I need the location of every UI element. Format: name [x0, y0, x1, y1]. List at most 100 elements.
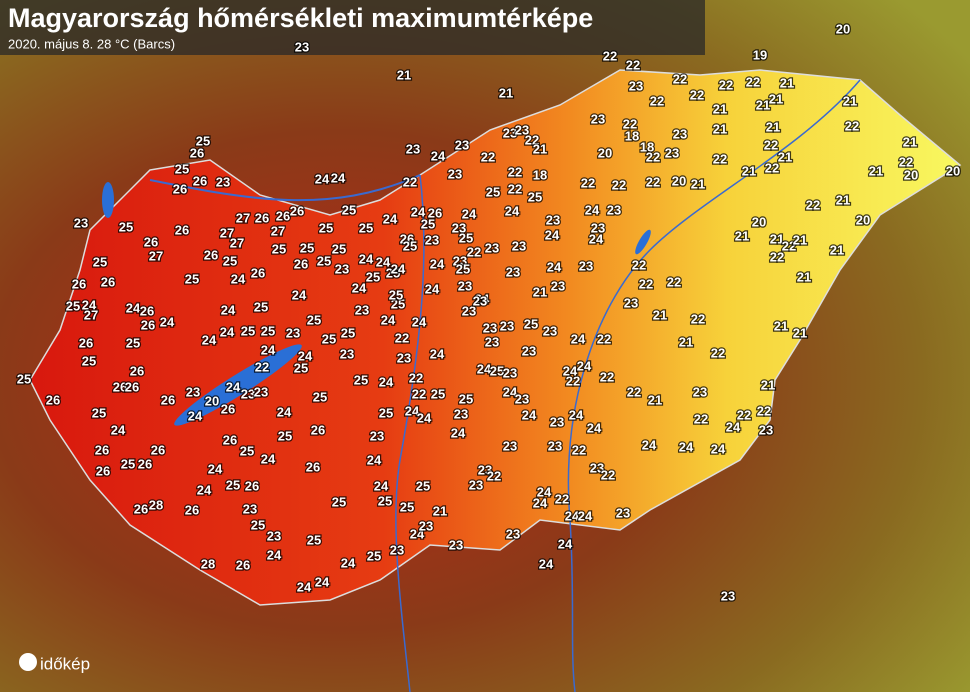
temperature-label: 26 [311, 422, 325, 437]
temperature-label: 23 [485, 334, 499, 349]
temperature-label: 25 [416, 478, 430, 493]
temperature-label: 25 [119, 219, 133, 234]
temperature-label: 25 [359, 220, 373, 235]
temperature-label: 18 [625, 128, 639, 143]
temperature-label: 23 [455, 137, 469, 152]
lake [102, 182, 114, 218]
temperature-label: 24 [726, 419, 741, 434]
lake [635, 229, 651, 255]
temperature-label: 23 [629, 78, 643, 93]
temperature-label: 25 [459, 230, 473, 245]
temperature-label: 23 [665, 145, 679, 160]
temperature-label: 27 [230, 235, 244, 250]
temperature-label: 21 [793, 325, 807, 340]
temperature-label: 24 [359, 251, 374, 266]
temperature-label: 24 [537, 484, 552, 499]
temperature-label: 26 [306, 459, 320, 474]
temperature-label: 26 [193, 173, 207, 188]
temperature-label: 22 [770, 249, 784, 264]
temperature-label: 22 [711, 345, 725, 360]
temperature-label: 24 [587, 420, 602, 435]
temperature-label: 25 [300, 240, 314, 255]
temperature-label: 24 [126, 300, 141, 315]
temperature-label: 23 [673, 126, 687, 141]
temperature-label: 21 [679, 334, 693, 349]
temperature-label: 25 [251, 517, 265, 532]
temperature-label: 21 [397, 67, 411, 82]
temperature-label: 23 [607, 202, 621, 217]
temperature-label: 23 [469, 477, 483, 492]
temperature-label: 22 [600, 369, 614, 384]
temperature-label: 22 [255, 359, 269, 374]
temperature-label: 22 [626, 57, 640, 72]
temperature-label: 26 [134, 501, 148, 516]
temperature-label: 24 [558, 536, 573, 551]
temperature-label: 22 [713, 151, 727, 166]
temperature-label: 25 [431, 386, 445, 401]
temperature-label: 23 [419, 518, 433, 533]
subtitle: 2020. május 8. 28 °C (Barcs) [8, 36, 175, 51]
temperature-label: 21 [735, 228, 749, 243]
temperature-label: 22 [395, 330, 409, 345]
temperature-label: 21 [433, 503, 447, 518]
temperature-label: 23 [454, 406, 468, 421]
title: Magyarország hőmérsékleti maximumtérképe [8, 3, 593, 33]
temperature-label: 23 [397, 350, 411, 365]
temperature-label: 27 [271, 223, 285, 238]
title-box [0, 0, 705, 55]
temperature-label: 25 [332, 494, 346, 509]
temperature-label: 20 [904, 167, 918, 182]
temperature-label: 24 [642, 437, 657, 452]
temperature-label: 26 [251, 265, 265, 280]
temperature-label: 26 [173, 181, 187, 196]
temperature-label: 21 [869, 163, 883, 178]
temperature-label: 23 [503, 365, 517, 380]
temperature-label: 24 [221, 302, 236, 317]
temperature-label: 22 [646, 174, 660, 189]
temperature-label: 26 [72, 276, 86, 291]
temperature-label: 24 [539, 556, 554, 571]
temperature-label: 26 [144, 234, 158, 249]
temperature-label: 26 [185, 502, 199, 517]
temperature-label: 24 [711, 441, 726, 456]
temperature-label: 23 [241, 386, 255, 401]
temperature-label: 23 [254, 384, 268, 399]
temperature-label: 26 [190, 145, 204, 160]
temperature-label: 22 [581, 175, 595, 190]
temperature-label: 26 [101, 274, 115, 289]
temperature-label: 20 [205, 393, 219, 408]
temperature-label: 24 [331, 170, 346, 185]
temperature-label: 24 [261, 451, 276, 466]
temperature-label: 22 [691, 311, 705, 326]
temperature-label: 23 [543, 323, 557, 338]
river [567, 79, 861, 692]
temperature-label: 23 [340, 346, 354, 361]
temperature-label: 23 [579, 258, 593, 273]
temperature-label: 22 [572, 442, 586, 457]
temperature-label: 21 [797, 269, 811, 284]
temperature-label: 24 [533, 495, 548, 510]
temperature-label: 23 [590, 460, 604, 475]
temperature-label: 24 [341, 555, 356, 570]
temperature-label: 24 [503, 384, 518, 399]
temperature-label: 23 [453, 253, 467, 268]
temperature-label: 25 [261, 323, 275, 338]
temperature-label: 25 [341, 325, 355, 340]
temperature-label: 24 [292, 287, 307, 302]
temperature-label: 24 [589, 231, 604, 246]
temperature-label: 22 [403, 174, 417, 189]
lake [174, 344, 302, 426]
temperature-label: 23 [591, 220, 605, 235]
temperature-label: 25 [82, 353, 96, 368]
temperature-label: 23 [515, 391, 529, 406]
temperature-label: 23 [243, 501, 257, 516]
temperature-label: 26 [400, 231, 414, 246]
temperature-label: 25 [342, 202, 356, 217]
temperature-label: 26 [151, 442, 165, 457]
temperature-label: 21 [742, 163, 756, 178]
temperature-label: 24 [522, 407, 537, 422]
temperature-label: 24 [381, 312, 396, 327]
temperature-label: 24 [197, 482, 212, 497]
temperature-label: 23 [548, 438, 562, 453]
